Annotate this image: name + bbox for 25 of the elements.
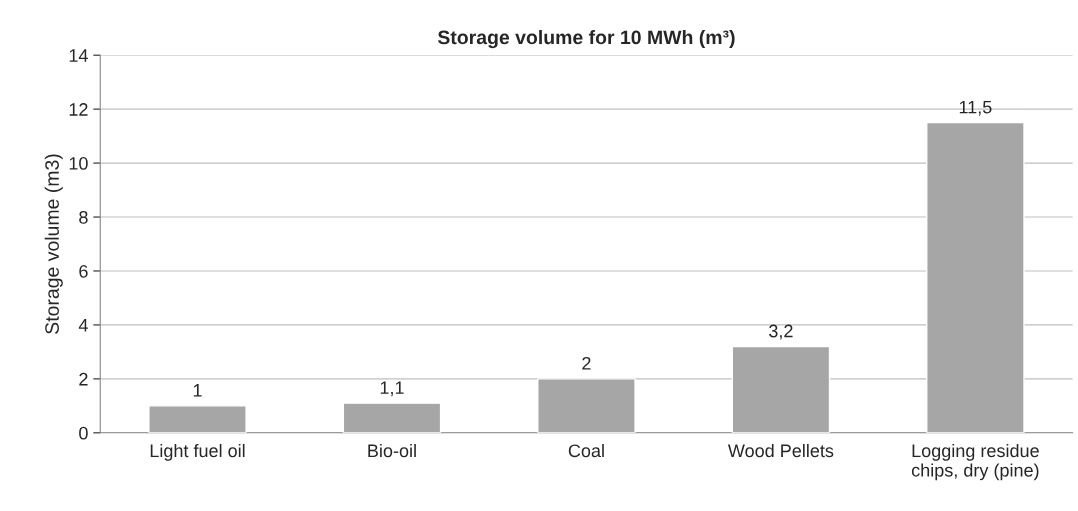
data-label: 1: [193, 384, 202, 397]
y-axis-title: Storage volume (m3): [44, 154, 63, 334]
y-tick-label: 6: [79, 264, 88, 278]
y-tick-label: 10: [69, 157, 88, 170]
x-tick-label: Logging residue chips, dry (pine): [911, 443, 1039, 481]
data-label: 11,5: [959, 100, 992, 116]
bar: [731, 345, 831, 433]
y-tick-label: 0: [79, 426, 88, 440]
data-label: 1,1: [380, 381, 404, 397]
y-tick-label: 2: [79, 372, 88, 386]
x-tick-label: Wood Pellets: [727, 443, 834, 458]
bar: [537, 378, 636, 433]
data-label: 2: [582, 356, 591, 370]
x-tick-label: Bio-oil: [368, 443, 416, 458]
y-tick-label: 14: [69, 49, 88, 62]
x-tick-label: Light fuel oil: [150, 443, 245, 461]
chart-title: Storage volume for 10 MWh (m³): [437, 29, 735, 49]
y-tick-label: 8: [79, 210, 88, 224]
y-tick-label: 12: [69, 103, 88, 116]
y-tick-label: 4: [78, 319, 88, 332]
data-label: 3,2: [769, 324, 793, 340]
x-tick-label: Coal: [568, 443, 604, 458]
bar: [148, 405, 247, 433]
bar: [342, 402, 442, 433]
bar: [926, 121, 1025, 433]
